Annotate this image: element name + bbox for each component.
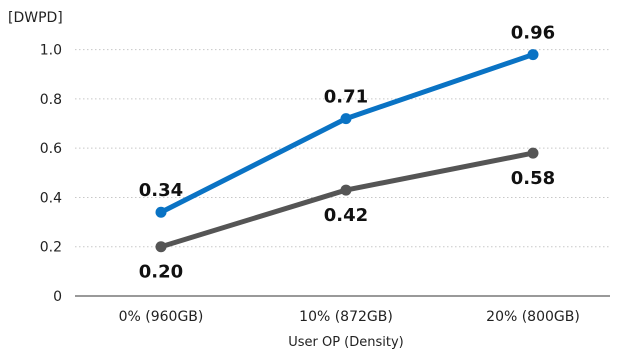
series-layer	[155, 49, 539, 253]
data-label: 0.96	[511, 23, 555, 44]
data-point	[155, 241, 167, 253]
x-axis-title: User OP (Density)	[288, 335, 404, 350]
data-point	[527, 147, 539, 159]
data-label: 0.71	[324, 87, 368, 108]
y-tick-label: 0.2	[40, 240, 62, 256]
data-point	[155, 206, 167, 218]
y-tick-label: 0.4	[40, 190, 62, 206]
data-labels: 0.34 0.71 0.96 0.20 0.42 0.58	[139, 23, 555, 283]
data-label: 0.34	[139, 180, 183, 201]
y-unit-label: [DWPD]	[8, 10, 63, 26]
x-tick-label: 0% (960GB)	[119, 309, 204, 325]
data-label: 0.20	[139, 262, 183, 283]
y-tick-label: 0.6	[40, 141, 62, 157]
y-tick-label: 0	[53, 289, 62, 305]
x-tick-label: 10% (872GB)	[299, 309, 393, 325]
x-tick-labels: 0% (960GB) 10% (872GB) 20% (800GB)	[119, 309, 580, 325]
data-point	[340, 113, 352, 125]
data-label: 0.58	[511, 168, 555, 189]
data-point	[340, 184, 352, 196]
data-point	[527, 49, 539, 61]
data-label: 0.42	[324, 205, 368, 226]
y-tick-label: 0.8	[40, 92, 62, 108]
y-tick-label: 1.0	[40, 43, 62, 59]
series-line	[158, 150, 536, 250]
y-tick-labels: 0 0.2 0.4 0.6 0.8 1.0	[40, 43, 62, 305]
x-tick-label: 20% (800GB)	[486, 309, 580, 325]
